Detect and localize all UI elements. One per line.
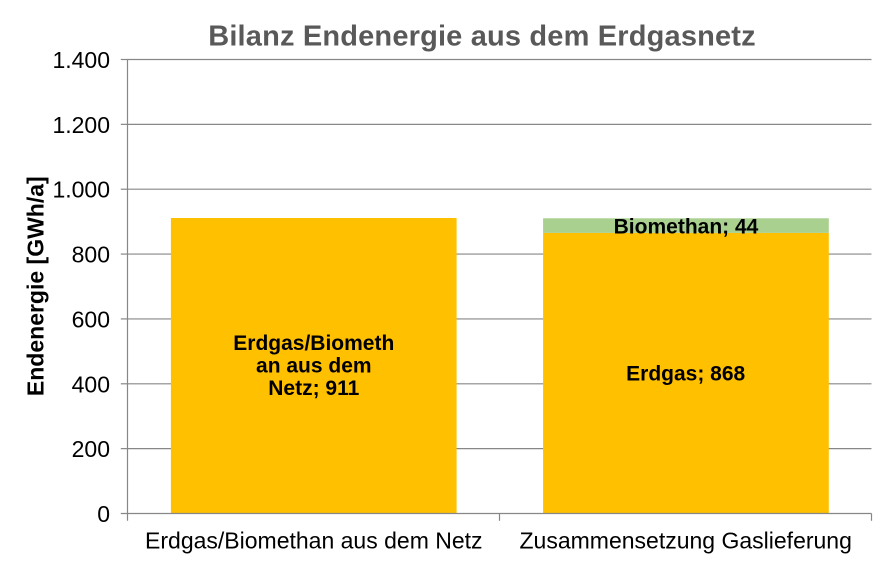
svg-text:0: 0 (97, 501, 110, 527)
svg-text:Erdgas/Biometh: Erdgas/Biometh (233, 332, 394, 355)
svg-text:Erdgas/Biomethan aus dem Netz: Erdgas/Biomethan aus dem Netz (145, 528, 483, 554)
svg-text:1.200: 1.200 (52, 112, 110, 138)
svg-text:200: 200 (72, 436, 110, 462)
svg-text:Netz; 911: Netz; 911 (268, 377, 359, 400)
svg-text:an aus dem: an aus dem (256, 355, 372, 378)
svg-text:1.000: 1.000 (52, 177, 110, 203)
svg-text:Bilanz Endenergie aus dem Erdg: Bilanz Endenergie aus dem Erdgasnetz (208, 21, 756, 53)
svg-text:Endenergie [GWh/a]: Endenergie [GWh/a] (23, 176, 49, 396)
svg-text:400: 400 (72, 371, 110, 397)
svg-text:Erdgas; 868: Erdgas; 868 (626, 363, 745, 386)
svg-text:Zusammensetzung Gaslieferung: Zusammensetzung Gaslieferung (520, 528, 852, 554)
svg-text:800: 800 (72, 242, 110, 268)
svg-text:1.400: 1.400 (52, 47, 110, 73)
svg-text:600: 600 (72, 306, 110, 332)
svg-text:Biomethan; 44: Biomethan; 44 (614, 216, 759, 239)
